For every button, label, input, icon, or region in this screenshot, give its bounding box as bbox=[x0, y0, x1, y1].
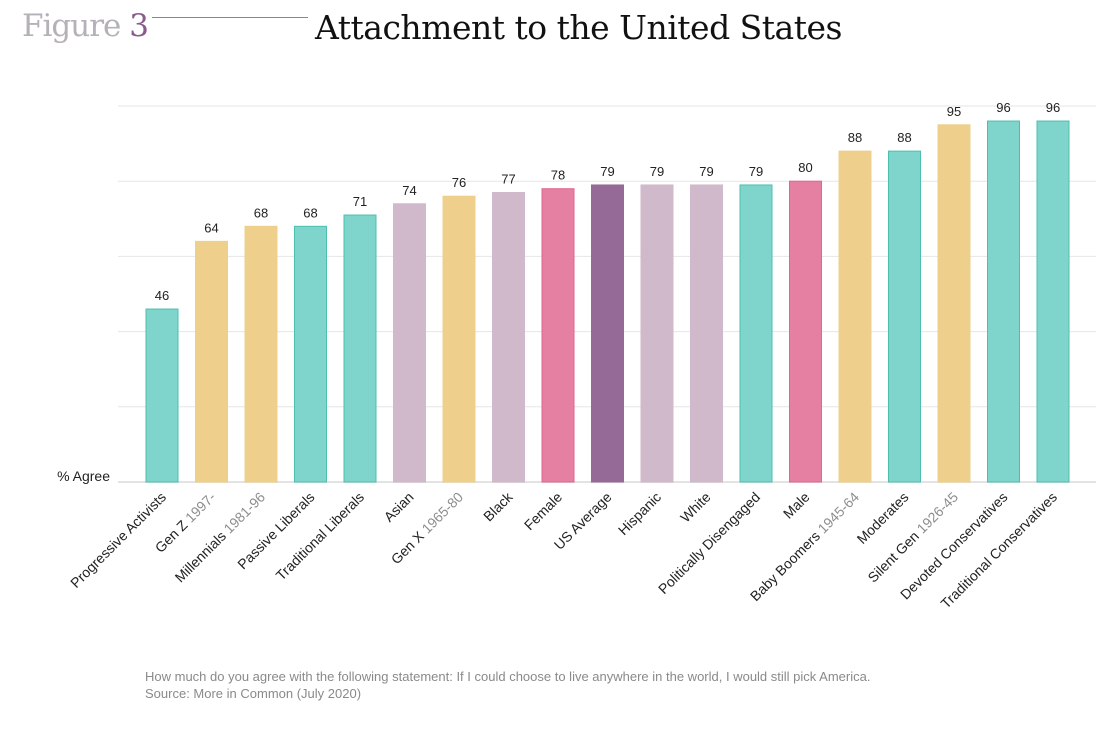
figure-label: Figure 3 bbox=[22, 8, 149, 44]
bar bbox=[244, 225, 278, 483]
category-name: Asian bbox=[381, 489, 417, 525]
category-name: White bbox=[677, 489, 714, 526]
data-label: 46 bbox=[155, 288, 169, 303]
category-name: Progressive Activists bbox=[67, 489, 169, 591]
x-tick-label: Male bbox=[780, 489, 813, 522]
bar bbox=[442, 195, 476, 483]
bar bbox=[541, 188, 575, 483]
title-rule bbox=[152, 17, 308, 18]
data-label: 78 bbox=[551, 168, 565, 183]
figure-number: 3 bbox=[129, 8, 149, 44]
data-label: 95 bbox=[947, 104, 961, 119]
category-name: Hispanic bbox=[615, 489, 664, 538]
source-note: Source: More in Common (July 2020) bbox=[145, 686, 362, 701]
category-name: Politically Disengaged bbox=[655, 489, 763, 597]
x-tick-label: Millennials 1981-96 bbox=[172, 489, 269, 586]
bar bbox=[640, 184, 674, 483]
category-years: 1997- bbox=[179, 489, 219, 529]
data-label: 88 bbox=[848, 130, 862, 145]
bar bbox=[789, 180, 822, 483]
bar bbox=[393, 203, 426, 483]
data-label: 77 bbox=[501, 171, 515, 186]
bar bbox=[343, 214, 377, 483]
x-tick-label: Traditional Liberals bbox=[273, 489, 368, 584]
bar bbox=[1036, 120, 1070, 483]
bar bbox=[195, 240, 228, 483]
y-axis-label: % Agree bbox=[57, 468, 110, 484]
bar bbox=[294, 225, 327, 483]
data-label: 96 bbox=[996, 100, 1010, 115]
category-name: Traditional Liberals bbox=[273, 489, 368, 584]
bar bbox=[888, 150, 921, 483]
bar bbox=[690, 184, 723, 483]
data-label: 68 bbox=[303, 205, 317, 220]
x-tick-label: Asian bbox=[381, 489, 417, 525]
x-tick-label: Female bbox=[521, 489, 565, 533]
x-tick-label: Silent Gen 1926-45 bbox=[864, 489, 961, 586]
bar bbox=[591, 184, 624, 483]
category-years: 1981-96 bbox=[218, 489, 269, 540]
chart-title: Attachment to the United States bbox=[315, 8, 842, 47]
figure-word: Figure bbox=[22, 8, 121, 44]
data-label: 79 bbox=[699, 164, 713, 179]
data-label: 88 bbox=[897, 130, 911, 145]
x-tick-label: Progressive Activists bbox=[67, 489, 169, 591]
data-label: 79 bbox=[600, 164, 614, 179]
bar bbox=[739, 184, 773, 483]
bar bbox=[145, 308, 179, 483]
data-label: 79 bbox=[650, 164, 664, 179]
data-label: 76 bbox=[452, 175, 466, 190]
data-label: 96 bbox=[1046, 100, 1060, 115]
data-label: 68 bbox=[254, 205, 268, 220]
data-label: 74 bbox=[402, 183, 416, 198]
x-tick-label: Politically Disengaged bbox=[655, 489, 763, 597]
bar bbox=[937, 124, 971, 483]
data-label: 71 bbox=[353, 194, 367, 209]
x-tick-label: Hispanic bbox=[615, 489, 664, 538]
survey-question: How much do you agree with the following… bbox=[145, 669, 871, 684]
x-tick-label: White bbox=[677, 489, 714, 526]
bar bbox=[987, 120, 1020, 483]
category-name: Black bbox=[480, 488, 516, 524]
category-years: 1926-45 bbox=[911, 489, 962, 540]
category-name: Baby Boomers bbox=[747, 528, 823, 604]
data-label: 80 bbox=[798, 160, 812, 175]
bar bbox=[838, 150, 872, 483]
bar bbox=[492, 191, 525, 483]
data-label: 64 bbox=[204, 220, 218, 235]
footnote: How much do you agree with the following… bbox=[145, 668, 870, 702]
data-label: 79 bbox=[749, 164, 763, 179]
category-name: Male bbox=[780, 489, 813, 522]
category-name: Female bbox=[521, 489, 565, 533]
category-years: 1945-64 bbox=[812, 489, 863, 540]
category-years: 1965-80 bbox=[416, 489, 467, 540]
x-tick-label: Black bbox=[480, 488, 516, 524]
